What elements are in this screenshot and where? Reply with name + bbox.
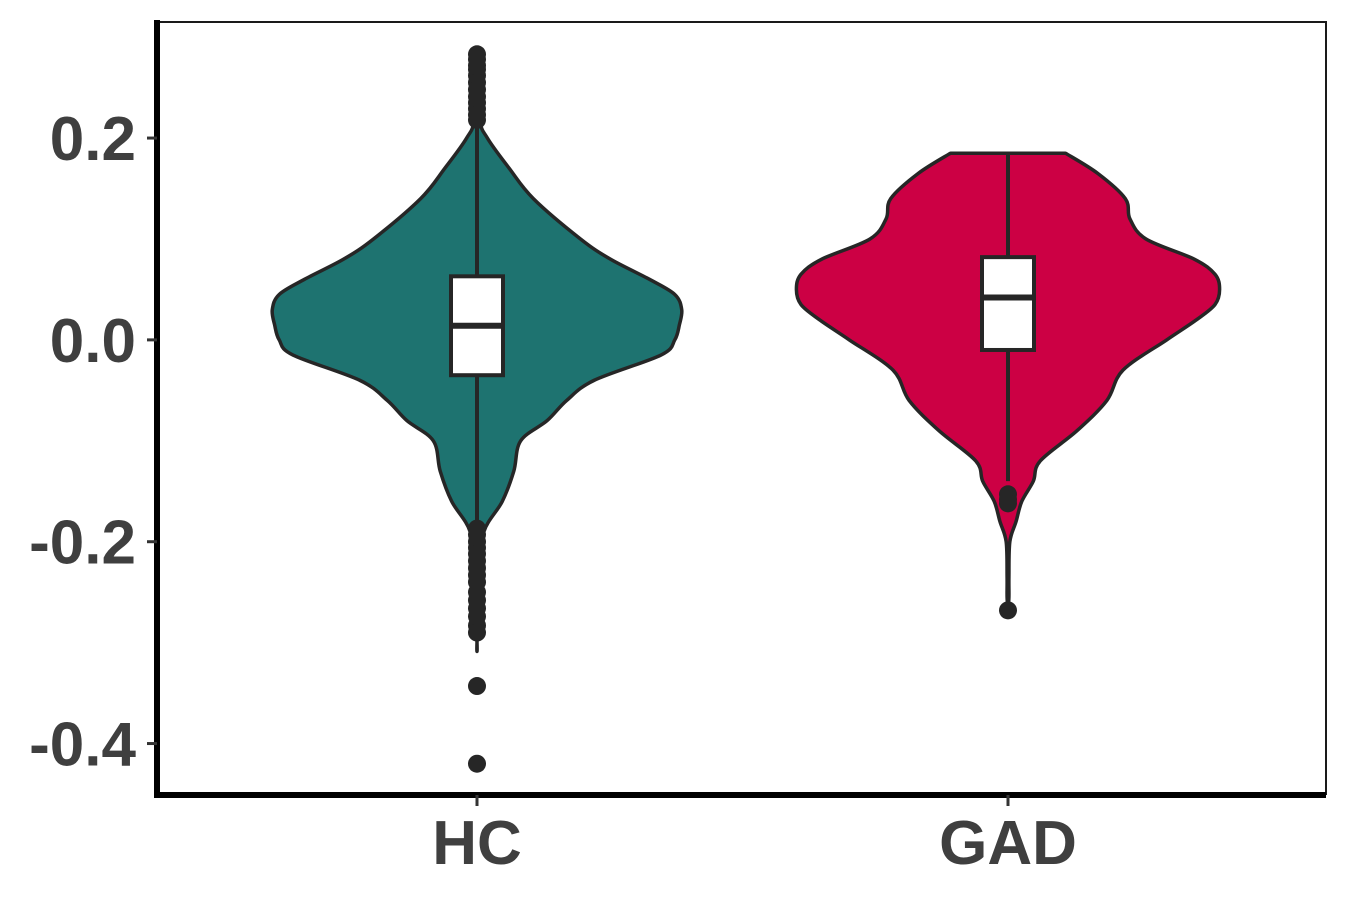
y-tick-label: -0.4	[29, 711, 136, 780]
violin-group-gad	[794, 151, 1222, 620]
y-tick-label: 0.2	[50, 105, 136, 174]
x-tick-label-hc: HC	[432, 809, 522, 878]
outlier-point	[468, 677, 486, 696]
outlier-point	[468, 623, 486, 642]
y-tick-label: -0.2	[29, 509, 136, 578]
x-tick-label-gad: GAD	[939, 809, 1077, 878]
outlier-point	[999, 601, 1017, 620]
outlier-point	[468, 754, 486, 773]
x-axis: HC GAD	[432, 795, 1077, 878]
y-axis: 0.2 0.0 -0.2 -0.4	[29, 105, 157, 780]
outlier-point	[468, 110, 486, 129]
y-tick-label: 0.0	[50, 307, 136, 376]
outlier-point	[999, 494, 1017, 513]
violin-group-hc	[270, 45, 684, 773]
violin-layer	[270, 45, 1222, 773]
box-gad	[980, 255, 1036, 352]
plot-panel	[156, 21, 1327, 795]
